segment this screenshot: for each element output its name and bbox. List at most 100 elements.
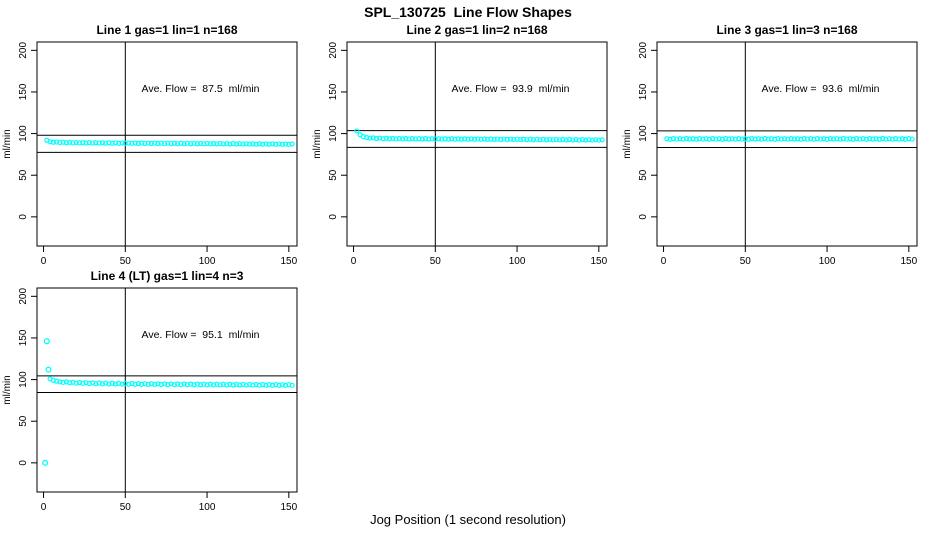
panel-4: 0 50 100 150 0 50 100 150 200 ml/min Line 4 (LT) g…	[2, 269, 298, 513]
data-point	[57, 139, 63, 146]
x-tick-label: 100	[819, 256, 836, 267]
data-point	[217, 140, 223, 147]
data-point	[230, 140, 236, 147]
data-point	[86, 380, 92, 387]
data-point	[80, 380, 86, 386]
data-point	[188, 381, 194, 387]
data-point	[211, 382, 217, 388]
y-tick-label: 50	[18, 169, 29, 181]
data-point	[106, 140, 112, 146]
data-point	[250, 382, 256, 388]
data-point	[524, 137, 530, 143]
data-point	[207, 381, 213, 387]
data-point	[831, 136, 837, 142]
outlier-point	[42, 459, 49, 466]
data-point	[706, 136, 712, 142]
data-point	[768, 136, 775, 142]
y-tick-label: 0	[638, 214, 649, 220]
outlier-point	[45, 366, 52, 373]
x-tick-label: 0	[41, 256, 47, 267]
data-point	[696, 135, 703, 142]
data-point	[269, 141, 276, 147]
data-point	[227, 141, 233, 147]
data-point	[540, 136, 546, 142]
data-point	[579, 136, 586, 143]
data-point	[60, 379, 66, 385]
data-point	[517, 136, 523, 143]
data-point	[125, 140, 132, 146]
y-tick-label: 150	[638, 83, 649, 100]
data-point	[504, 136, 510, 143]
data-point	[775, 135, 781, 142]
data-point	[700, 136, 706, 142]
data-point	[507, 136, 514, 142]
x-tick-label: 50	[430, 256, 442, 267]
y-tick-label: 0	[328, 214, 339, 220]
data-point	[279, 141, 285, 147]
data-point	[683, 135, 690, 142]
data-point	[145, 140, 151, 146]
data-point	[214, 141, 220, 147]
data-point	[93, 140, 99, 146]
data-point	[220, 141, 227, 147]
data-point	[230, 382, 236, 388]
data-point	[132, 381, 138, 387]
data-point	[772, 136, 778, 142]
x-tick-label: 100	[199, 256, 216, 267]
y-tick-label: 100	[18, 125, 29, 142]
data-point	[269, 382, 276, 388]
data-point	[452, 136, 458, 142]
data-point	[570, 137, 576, 143]
data-point	[194, 141, 200, 147]
data-point	[739, 136, 745, 142]
data-point	[276, 382, 282, 388]
data-point	[583, 137, 589, 143]
data-point	[762, 135, 768, 142]
x-tick-label: 150	[280, 502, 297, 513]
data-point	[243, 141, 249, 147]
data-point	[563, 137, 569, 143]
data-point	[703, 136, 709, 142]
ave-flow-annotation: Ave. Flow = 95.1 ml/min	[142, 329, 260, 341]
data-point	[556, 137, 563, 143]
y-tick-label: 200	[638, 42, 649, 59]
data-point	[132, 140, 138, 146]
data-point	[742, 136, 748, 142]
data-point	[749, 135, 755, 142]
data-point	[488, 136, 494, 142]
data-point	[406, 136, 412, 142]
data-point	[273, 141, 279, 147]
data-point	[139, 140, 145, 146]
data-point	[386, 136, 393, 142]
data-point	[116, 140, 122, 146]
x-tick-label: 100	[509, 256, 526, 267]
data-point	[537, 137, 543, 143]
data-point	[286, 382, 292, 388]
x-axis-label: Jog Position (1 second resolution)	[370, 512, 566, 527]
data-point	[422, 135, 429, 142]
data-point	[664, 136, 670, 142]
data-point	[217, 382, 223, 388]
data-point	[54, 378, 60, 384]
data-point	[511, 136, 517, 143]
data-point	[462, 136, 468, 142]
data-point	[204, 382, 210, 388]
y-tick-label: 0	[18, 460, 29, 466]
data-point	[788, 135, 794, 142]
y-axis-title: ml/min	[312, 129, 323, 158]
data-point	[857, 136, 863, 142]
data-point	[808, 136, 814, 142]
data-point	[282, 141, 289, 147]
data-point	[63, 140, 70, 146]
data-point	[250, 141, 256, 147]
data-point	[86, 139, 92, 146]
data-point	[168, 381, 174, 387]
data-point	[426, 136, 432, 142]
data-point	[57, 379, 63, 385]
panel-title: Line 3 gas=1 lin=3 n=168	[716, 23, 857, 37]
data-point	[821, 136, 827, 142]
data-point	[112, 140, 119, 146]
data-point	[171, 140, 177, 146]
